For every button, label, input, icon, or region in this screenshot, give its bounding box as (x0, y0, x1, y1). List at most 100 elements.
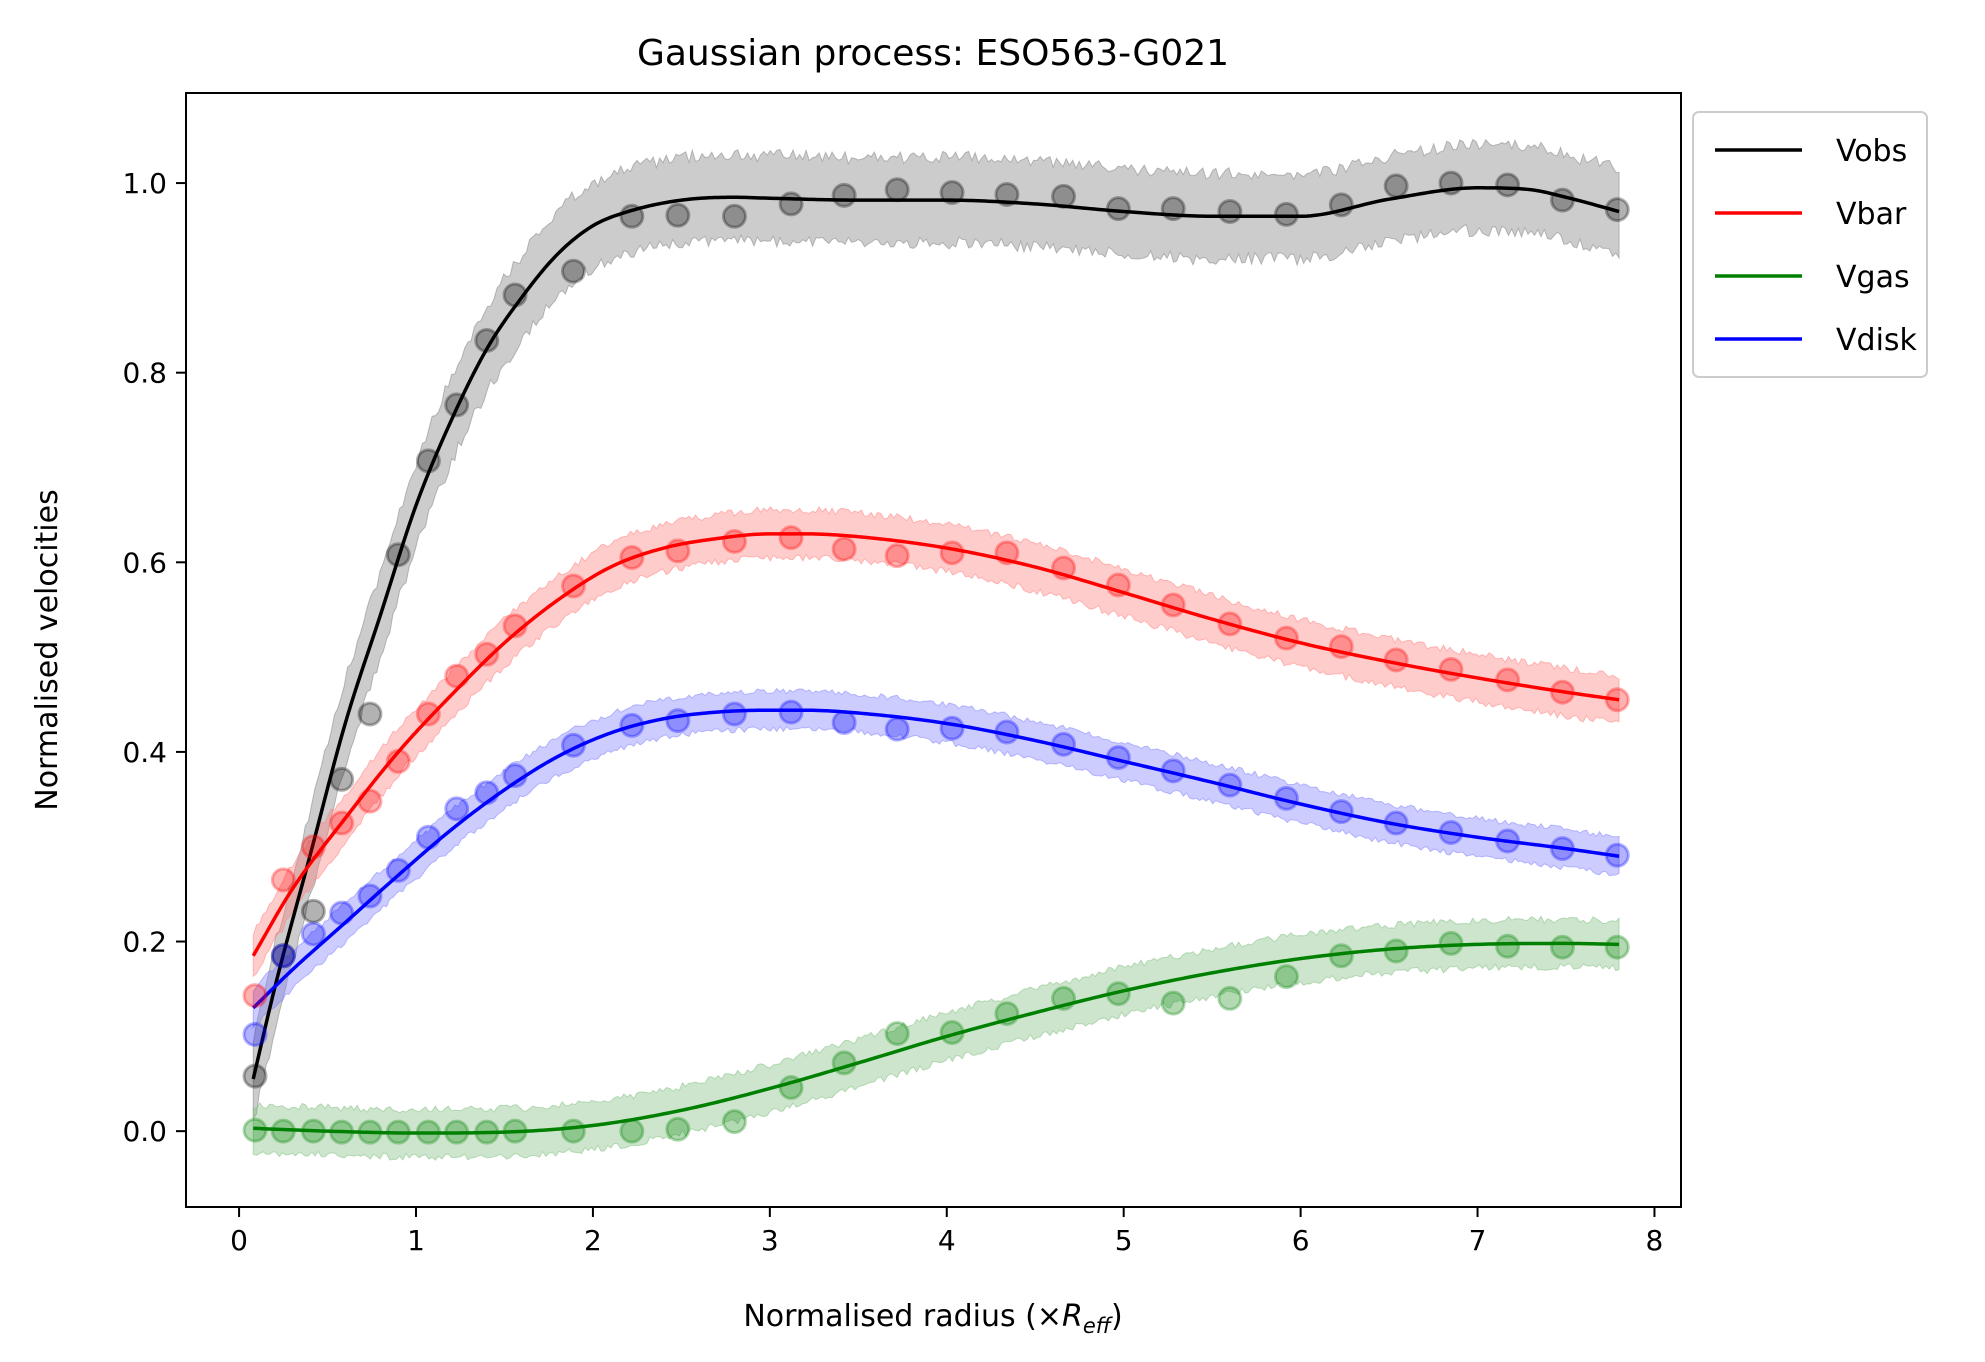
point-vbar (357, 788, 383, 814)
point-vbar (1438, 656, 1464, 682)
point-vobs (619, 203, 645, 229)
point-vobs (1495, 172, 1521, 198)
point-vbar (665, 538, 691, 564)
point-vobs (1438, 170, 1464, 196)
point-vgas (385, 1119, 411, 1145)
point-vgas (1549, 934, 1575, 960)
x-tick-label: 3 (761, 1224, 779, 1257)
legend-box (1692, 111, 1928, 378)
point-vgas (994, 1001, 1020, 1027)
point-vgas (357, 1119, 383, 1145)
x-axis-label-close: ) (1111, 1299, 1123, 1334)
legend-entries: Vobs Vbar Vgas Vdisk (1715, 134, 1918, 358)
point-vbar (502, 613, 528, 639)
point-vdisk (1105, 745, 1131, 771)
point-vobs (1383, 173, 1409, 199)
x-axis-label-sub: eff (1083, 1314, 1114, 1338)
point-vbar (1328, 634, 1354, 660)
x-tick-label: 1 (407, 1224, 425, 1257)
x-tick-label: 2 (584, 1224, 602, 1257)
point-vobs (242, 1063, 268, 1089)
band-vobs (252, 138, 1620, 1122)
point-vdisk (474, 780, 500, 806)
chart-title: Gaussian process: ESO563-G021 (637, 33, 1229, 74)
point-vdisk (1051, 731, 1077, 757)
point-vbar (415, 701, 441, 727)
point-vdisk (502, 763, 528, 789)
point-vgas (665, 1116, 691, 1142)
x-axis-label-main: Normalised radius (× (743, 1299, 1062, 1334)
point-vbar (1495, 667, 1521, 693)
point-vdisk (329, 900, 355, 926)
legend-label-vdisk: Vdisk (1836, 323, 1918, 358)
point-vobs (1273, 201, 1299, 227)
point-vobs (831, 182, 857, 208)
point-vobs (385, 542, 411, 568)
point-vdisk (884, 716, 910, 742)
point-vgas (1217, 985, 1243, 1011)
point-vobs (444, 392, 470, 418)
x-tick-label: 0 (230, 1224, 248, 1257)
point-vbar (385, 748, 411, 774)
point-vgas (831, 1050, 857, 1076)
y-axis-ticks: 0.0 0.2 0.4 0.6 0.8 1.0 (122, 167, 186, 1148)
x-axis-ticks: 0 1 2 3 4 5 6 7 8 (230, 1207, 1663, 1257)
point-vdisk (994, 719, 1020, 745)
x-axis-label: Normalised radius (×Reff) (743, 1299, 1122, 1338)
y-tick-label: 0.2 (122, 926, 167, 959)
point-vbar (1604, 687, 1630, 713)
point-vgas (329, 1119, 355, 1145)
point-vgas (1160, 990, 1186, 1016)
point-vdisk (1273, 785, 1299, 811)
point-vobs (884, 177, 910, 203)
point-vobs (778, 191, 804, 217)
point-vgas (474, 1119, 500, 1145)
point-vdisk (270, 943, 296, 969)
point-vbar (300, 834, 326, 860)
y-tick-label: 0.0 (122, 1115, 167, 1148)
point-vbar (474, 641, 500, 667)
point-vdisk (619, 712, 645, 738)
point-vbar (1051, 555, 1077, 581)
point-vobs (502, 282, 528, 308)
point-vgas (1328, 943, 1354, 969)
point-vbar (721, 528, 747, 554)
point-vobs (939, 180, 965, 206)
point-vdisk (1438, 820, 1464, 846)
point-vgas (560, 1118, 586, 1144)
point-vdisk (831, 710, 857, 736)
point-vobs (415, 448, 441, 474)
point-vgas (1495, 933, 1521, 959)
plot-frame (185, 92, 1682, 1208)
x-tick-label: 8 (1646, 1224, 1664, 1257)
point-vbar (1549, 679, 1575, 705)
point-vgas (884, 1021, 910, 1046)
legend-label-vobs: Vobs (1836, 134, 1907, 169)
y-tick-label: 0.4 (122, 736, 167, 769)
point-vgas (1273, 964, 1299, 990)
curve-vobs (251, 186, 1620, 1080)
point-vbar (1383, 647, 1409, 673)
point-vobs (1604, 197, 1630, 223)
point-vgas (502, 1118, 528, 1144)
plot-area (186, 93, 1681, 1207)
point-vdisk (1495, 828, 1521, 854)
y-tick-label: 0.8 (122, 357, 167, 390)
point-vgas (619, 1118, 645, 1144)
point-vgas (415, 1119, 441, 1145)
point-vobs (357, 701, 383, 727)
point-vobs (270, 943, 296, 969)
point-vbar (1105, 572, 1131, 598)
x-tick-label: 6 (1292, 1224, 1310, 1257)
point-vbar (994, 540, 1020, 566)
point-vdisk (1549, 836, 1575, 862)
point-vbar (1160, 592, 1186, 618)
point-vbar (884, 543, 910, 569)
x-tick-label: 5 (1115, 1224, 1133, 1257)
point-vbar (778, 525, 804, 551)
point-vdisk (560, 732, 586, 758)
point-vobs (474, 327, 500, 353)
point-vbar (270, 867, 296, 893)
point-vgas (300, 1118, 326, 1144)
point-vobs (1105, 196, 1131, 222)
